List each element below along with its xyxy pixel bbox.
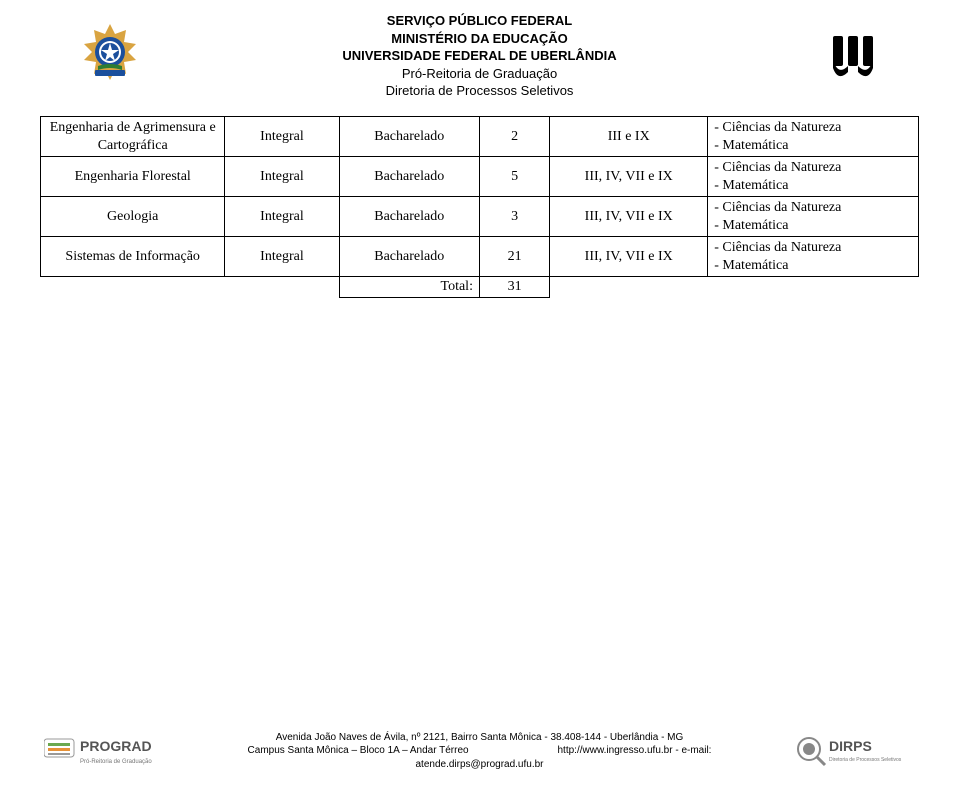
- courses-table: Engenharia de Agrimensura e Cartográfica…: [40, 116, 919, 298]
- header-line-2: MINISTÉRIO DA EDUCAÇÃO: [40, 30, 919, 48]
- table-cell: Bacharelado: [339, 237, 479, 277]
- table-cell: 3: [479, 197, 549, 237]
- table-row: Engenharia de Agrimensura e Cartográfica…: [41, 117, 919, 157]
- table-cell: - Ciências da Natureza- Matemática: [708, 197, 919, 237]
- table-row: Engenharia FlorestalIntegralBacharelado5…: [41, 157, 919, 197]
- table-total-row: Total:31: [41, 277, 919, 298]
- table-cell: - Ciências da Natureza- Matemática: [708, 117, 919, 157]
- header-line-5: Diretoria de Processos Seletivos: [40, 82, 919, 100]
- footer-line-2: Campus Santa Mônica – Bloco 1A – Andar T…: [0, 744, 959, 758]
- table-cell: Integral: [225, 197, 339, 237]
- header-line-1: SERVIÇO PÚBLICO FEDERAL: [40, 12, 919, 30]
- national-arms-icon: [80, 22, 140, 82]
- header-line-3: UNIVERSIDADE FEDERAL DE UBERLÂNDIA: [40, 47, 919, 65]
- ufu-logo-icon: [827, 30, 879, 82]
- table-cell: Integral: [225, 237, 339, 277]
- table-cell: - Ciências da Natureza- Matemática: [708, 157, 919, 197]
- table-cell: 2: [479, 117, 549, 157]
- table-cell: Integral: [225, 157, 339, 197]
- table-cell: Sistemas de Informação: [41, 237, 225, 277]
- footer-line-1: Avenida João Naves de Ávila, nº 2121, Ba…: [0, 731, 959, 745]
- table-cell: III, IV, VII e IX: [550, 157, 708, 197]
- table-cell: III, IV, VII e IX: [550, 237, 708, 277]
- table-cell: Bacharelado: [339, 197, 479, 237]
- total-value: 31: [479, 277, 549, 298]
- table-cell: 5: [479, 157, 549, 197]
- table-cell: Engenharia Florestal: [41, 157, 225, 197]
- table-row: Sistemas de InformaçãoIntegralBacharelad…: [41, 237, 919, 277]
- table-cell: Engenharia de Agrimensura e Cartográfica: [41, 117, 225, 157]
- total-label: Total:: [339, 277, 479, 298]
- page-footer: Avenida João Naves de Ávila, nº 2121, Ba…: [0, 731, 959, 772]
- table-cell: Integral: [225, 117, 339, 157]
- table-cell: Bacharelado: [339, 117, 479, 157]
- table-cell: - Ciências da Natureza- Matemática: [708, 237, 919, 277]
- header-line-4: Pró-Reitoria de Graduação: [40, 65, 919, 83]
- table-cell: 21: [479, 237, 549, 277]
- table-cell: Geologia: [41, 197, 225, 237]
- table-row: GeologiaIntegralBacharelado3III, IV, VII…: [41, 197, 919, 237]
- table-cell: III, IV, VII e IX: [550, 197, 708, 237]
- table-cell: Bacharelado: [339, 157, 479, 197]
- table-cell: III e IX: [550, 117, 708, 157]
- footer-line-3: atende.dirps@prograd.ufu.br: [0, 758, 959, 772]
